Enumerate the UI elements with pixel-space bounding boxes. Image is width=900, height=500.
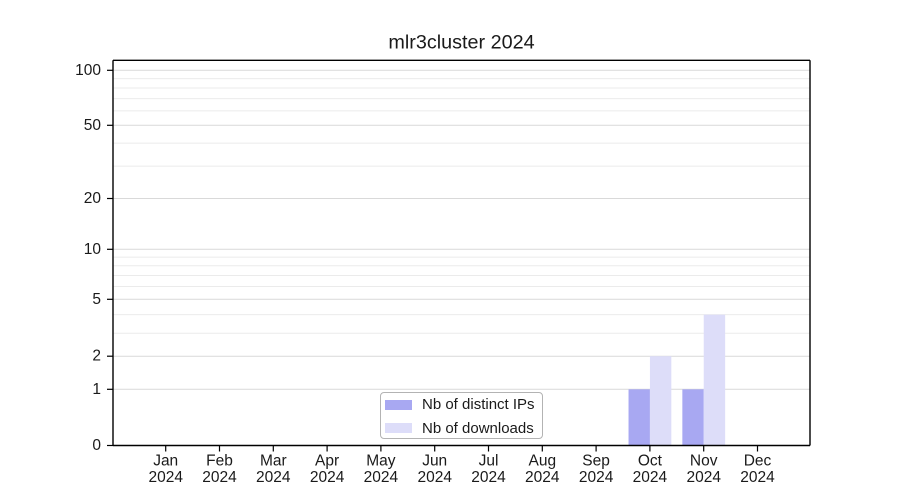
svg-text:2024: 2024 (310, 469, 345, 486)
svg-text:Oct: Oct (638, 453, 663, 470)
svg-text:2024: 2024 (686, 469, 721, 486)
svg-text:50: 50 (84, 117, 102, 134)
svg-text:2024: 2024 (202, 469, 237, 486)
svg-text:2024: 2024 (525, 469, 560, 486)
svg-text:100: 100 (75, 62, 101, 79)
svg-text:mlr3cluster 2024: mlr3cluster 2024 (388, 32, 534, 54)
svg-text:Apr: Apr (315, 453, 339, 470)
svg-text:2024: 2024 (417, 469, 452, 486)
svg-text:2024: 2024 (740, 469, 775, 486)
svg-text:Nov: Nov (690, 453, 718, 470)
svg-text:1: 1 (92, 381, 101, 398)
svg-text:2024: 2024 (633, 469, 668, 486)
svg-text:20: 20 (84, 190, 102, 207)
svg-text:Feb: Feb (206, 453, 233, 470)
svg-text:Dec: Dec (744, 453, 772, 470)
svg-text:2024: 2024 (256, 469, 291, 486)
svg-text:May: May (366, 453, 396, 470)
svg-text:Mar: Mar (260, 453, 287, 470)
svg-text:Jul: Jul (479, 453, 499, 470)
svg-text:2024: 2024 (364, 469, 399, 486)
svg-text:5: 5 (92, 291, 101, 308)
svg-text:2: 2 (92, 348, 101, 365)
svg-text:2024: 2024 (148, 469, 183, 486)
svg-text:10: 10 (84, 241, 102, 258)
svg-text:0: 0 (92, 437, 101, 454)
svg-text:Jan: Jan (153, 453, 178, 470)
svg-text:Aug: Aug (529, 453, 557, 470)
svg-text:Sep: Sep (582, 453, 610, 470)
svg-text:Jun: Jun (422, 453, 447, 470)
svg-text:2024: 2024 (471, 469, 506, 486)
svg-text:2024: 2024 (579, 469, 614, 486)
